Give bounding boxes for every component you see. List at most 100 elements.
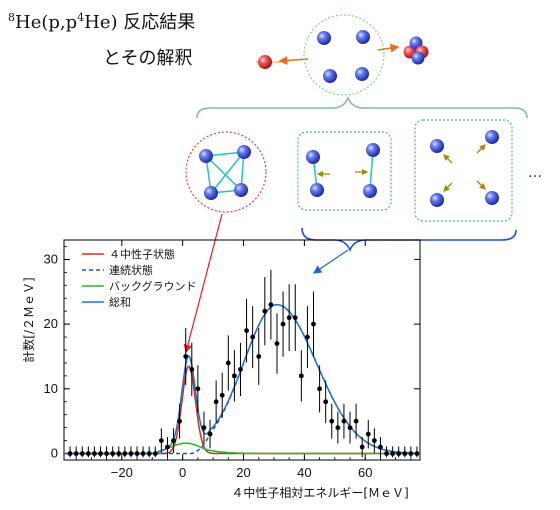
- data-point: [347, 425, 353, 431]
- y-axis-label: 計数[/２ＭｅＶ]: [21, 277, 36, 362]
- x-tick-label: 40: [297, 465, 311, 480]
- neutron: [234, 183, 248, 197]
- data-point: [329, 418, 335, 424]
- data-point: [268, 302, 274, 308]
- neutron: [363, 184, 377, 198]
- data-point: [104, 451, 109, 456]
- data-point: [165, 444, 170, 450]
- data-point: [359, 444, 365, 450]
- neutron: [204, 186, 218, 200]
- data-point: [140, 451, 146, 456]
- neutron: [356, 30, 370, 44]
- data-point: [371, 438, 377, 443]
- data-point: [67, 451, 73, 456]
- data-point: [384, 451, 389, 456]
- fit-curves: [64, 303, 420, 455]
- data-point: [171, 438, 176, 443]
- continuum-curve: [64, 303, 420, 455]
- data-point: [353, 418, 359, 424]
- data-point: [110, 451, 116, 456]
- data-point: [365, 431, 371, 437]
- data-point: [73, 451, 79, 456]
- title-end: He): [84, 12, 124, 33]
- page-subtitle: とその解釈: [103, 48, 193, 69]
- neutron: [485, 191, 499, 205]
- data-point: [116, 451, 122, 456]
- neutron: [237, 145, 251, 159]
- neutron: [306, 150, 320, 164]
- data-point: [250, 334, 256, 340]
- alpha-particle: [403, 36, 429, 65]
- legend-label: 連続状態: [109, 263, 153, 277]
- ellipsis: …: [528, 165, 542, 181]
- data-point: [201, 425, 207, 431]
- top-brace: [196, 95, 528, 119]
- data-point: [219, 392, 225, 398]
- motion-arrow: [443, 154, 453, 164]
- data-point: [183, 354, 189, 359]
- data-point: [231, 373, 237, 379]
- data-point: [305, 334, 310, 340]
- neutron-cluster-circle: [303, 14, 385, 96]
- data-point: [402, 451, 408, 456]
- data-point: [177, 418, 183, 424]
- dineutron-box: [297, 131, 392, 211]
- tetraneutron-circle: [185, 131, 267, 213]
- data-point: [79, 451, 85, 456]
- data-point: [213, 399, 219, 405]
- data-point: [238, 367, 243, 372]
- neutron: [366, 143, 380, 157]
- neutron: [199, 149, 213, 163]
- data-point: [396, 451, 402, 456]
- data-point: [292, 315, 298, 321]
- y-tick-label: 10: [44, 381, 58, 396]
- x-tick-label: 0: [179, 465, 186, 480]
- data-point: [122, 451, 128, 456]
- reaction-diagram: …: [183, 14, 542, 354]
- data-point: [256, 354, 262, 359]
- data-point: [189, 367, 195, 372]
- data-point: [341, 418, 347, 424]
- mass-number: 8: [8, 11, 15, 24]
- neutron: [485, 130, 499, 144]
- data-point: [414, 451, 420, 456]
- data-point: [225, 360, 231, 366]
- data-point: [298, 373, 304, 379]
- data-point: [311, 321, 316, 327]
- motion-arrow: [476, 144, 486, 154]
- legend-label: バックグラウンド: [109, 279, 197, 293]
- motion-arrow: [476, 180, 486, 190]
- data-point: [134, 451, 140, 456]
- total-curve: [64, 303, 420, 455]
- legend-label: ４中性子状態: [109, 247, 175, 261]
- data-point: [378, 444, 383, 450]
- y-tick-label: 30: [44, 251, 58, 266]
- data-point: [207, 431, 213, 437]
- data-point: [286, 315, 292, 321]
- data-point: [146, 451, 152, 456]
- alpha-arrow: [377, 43, 400, 53]
- title-superscript: 4: [77, 11, 85, 24]
- y-tick-label: 0: [51, 446, 58, 461]
- page-title: 8He(p,p4He) 反応結果: [8, 8, 195, 34]
- data-point: [98, 451, 103, 456]
- data-point: [244, 328, 249, 333]
- x-axis-label: ４中性子相対エネルギー[ＭｅＶ]: [231, 485, 408, 500]
- data-point: [274, 341, 280, 346]
- neutron: [310, 183, 324, 197]
- data-point: [262, 308, 268, 314]
- data-point: [280, 321, 286, 327]
- red-pointer-arrow: [183, 213, 223, 354]
- blue-pointer-arrow: [313, 249, 349, 274]
- continuum-brace: [301, 227, 517, 253]
- four-neutron-curve: [64, 365, 420, 455]
- data-point: [408, 451, 414, 456]
- title-japanese: 反応結果: [123, 12, 196, 33]
- data-point: [195, 386, 201, 392]
- x-tick-label: 20: [236, 465, 250, 480]
- motion-arrow: [443, 182, 453, 192]
- y-tick-label: 20: [44, 316, 58, 331]
